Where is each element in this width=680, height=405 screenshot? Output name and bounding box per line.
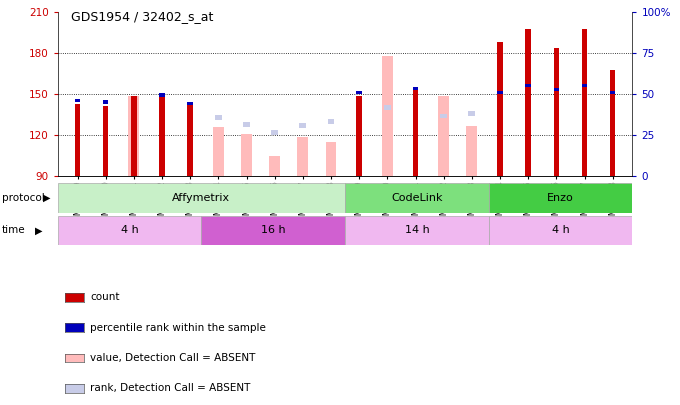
Bar [554, 48, 559, 176]
Text: value, Detection Call = ABSENT: value, Detection Call = ABSENT [90, 353, 256, 363]
Bar [497, 42, 503, 176]
Bar [345, 216, 489, 245]
Bar [269, 156, 280, 176]
Bar [554, 88, 559, 92]
Text: 16 h: 16 h [261, 226, 286, 235]
Bar [413, 87, 418, 90]
Bar [610, 70, 615, 176]
Bar [131, 96, 137, 176]
Bar [75, 99, 80, 102]
Bar [213, 127, 224, 176]
Bar [188, 102, 193, 105]
Bar [271, 130, 278, 135]
Bar [526, 28, 531, 176]
Bar [384, 105, 391, 110]
Text: percentile rank within the sample: percentile rank within the sample [90, 323, 267, 333]
Bar [582, 84, 588, 87]
Bar [328, 119, 335, 124]
Bar [159, 94, 165, 97]
Bar [610, 91, 615, 94]
Bar [241, 134, 252, 176]
Text: protocol: protocol [2, 193, 45, 203]
Bar [188, 105, 193, 176]
Bar [489, 216, 632, 245]
Text: 14 h: 14 h [405, 226, 429, 235]
Bar [215, 115, 222, 120]
Bar [58, 183, 345, 213]
Text: 4 h: 4 h [121, 226, 139, 235]
Bar [297, 136, 308, 176]
Bar [526, 84, 531, 87]
Bar [103, 100, 108, 104]
Bar [582, 28, 588, 176]
Bar [439, 96, 449, 176]
Text: CodeLink: CodeLink [391, 193, 443, 203]
Bar [159, 97, 165, 176]
Bar [58, 216, 201, 245]
Bar [299, 123, 306, 128]
Bar [466, 126, 477, 176]
Bar [413, 90, 418, 176]
Text: ▶: ▶ [35, 226, 42, 235]
Text: 4 h: 4 h [551, 226, 569, 235]
Bar [129, 96, 139, 176]
Bar [469, 111, 475, 116]
Bar [201, 216, 345, 245]
Bar [489, 183, 632, 213]
Bar [440, 114, 447, 118]
Bar [497, 91, 503, 94]
Text: time: time [2, 226, 26, 235]
Bar [356, 96, 362, 176]
Text: count: count [90, 292, 120, 302]
Bar [103, 107, 108, 176]
Text: GDS1954 / 32402_s_at: GDS1954 / 32402_s_at [71, 10, 214, 23]
Bar [382, 56, 393, 176]
Text: rank, Detection Call = ABSENT: rank, Detection Call = ABSENT [90, 384, 251, 393]
Bar [326, 142, 337, 176]
Bar [345, 183, 489, 213]
Bar [75, 104, 80, 176]
Text: Affymetrix: Affymetrix [173, 193, 231, 203]
Text: Enzo: Enzo [547, 193, 574, 203]
Bar [243, 122, 250, 127]
Text: ▶: ▶ [43, 193, 50, 203]
Bar [356, 91, 362, 94]
